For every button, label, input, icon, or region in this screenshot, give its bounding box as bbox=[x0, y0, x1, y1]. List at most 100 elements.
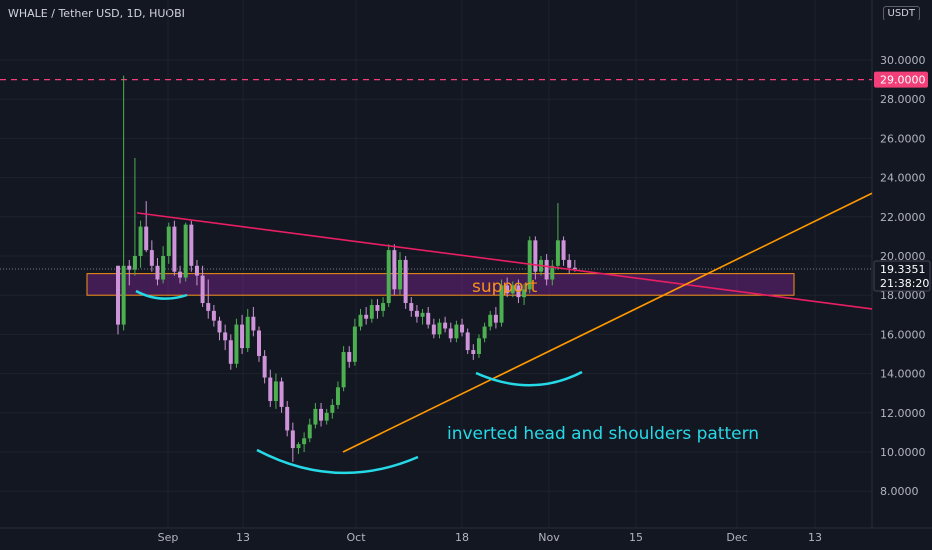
candle-body bbox=[364, 314, 369, 319]
candle-body bbox=[420, 312, 425, 317]
y-tick-label: 8.0000 bbox=[880, 485, 919, 498]
candle-body bbox=[482, 326, 487, 339]
candle-body bbox=[149, 250, 154, 266]
y-tick-label: 12.0000 bbox=[880, 407, 926, 420]
candle-body bbox=[567, 259, 572, 268]
candle-body bbox=[392, 250, 397, 290]
candle-body bbox=[505, 285, 510, 294]
y-tick-label: 24.0000 bbox=[880, 172, 926, 185]
candle-body bbox=[166, 226, 171, 256]
candle-body bbox=[223, 332, 228, 341]
y-tick-label: 10.0000 bbox=[880, 446, 926, 459]
candle-body bbox=[155, 265, 160, 280]
candle-body bbox=[358, 314, 363, 327]
candle-body bbox=[161, 256, 166, 280]
x-tick-label: 15 bbox=[629, 531, 643, 544]
candle-body bbox=[476, 338, 481, 354]
ascending-trendline bbox=[342, 192, 873, 453]
candle-body bbox=[324, 412, 329, 421]
y-tick-label: 26.0000 bbox=[880, 132, 926, 145]
candle-body bbox=[279, 381, 284, 407]
candle-body bbox=[296, 444, 301, 449]
y-tick-label: 20.0000 bbox=[880, 250, 926, 263]
candle-body bbox=[144, 226, 149, 251]
pattern-annotation: inverted head and shoulders pattern bbox=[447, 424, 759, 444]
candle-body bbox=[426, 312, 431, 325]
candle-body bbox=[121, 265, 126, 325]
candle-body bbox=[138, 226, 143, 256]
candle-body bbox=[302, 438, 307, 445]
y-tick-label: 30.0000 bbox=[880, 54, 926, 67]
candle-body bbox=[398, 259, 402, 290]
candle-body bbox=[561, 240, 566, 260]
y-tick-label: 18.0000 bbox=[880, 289, 926, 302]
candle-body bbox=[319, 408, 324, 421]
candle-body bbox=[206, 303, 211, 311]
candle-body bbox=[172, 226, 177, 272]
right-shoulder-arc bbox=[475, 370, 583, 387]
countdown-label: 21:38:20 bbox=[880, 277, 929, 290]
candle-body bbox=[533, 240, 538, 272]
candle-body bbox=[262, 355, 267, 378]
candle-body bbox=[178, 271, 183, 278]
candle-body bbox=[443, 322, 448, 329]
candle-body bbox=[555, 240, 560, 266]
current-price-label: 19.3351 bbox=[880, 263, 926, 276]
candle-body bbox=[454, 324, 459, 339]
current-price-tag bbox=[873, 260, 931, 292]
candle-body bbox=[341, 352, 346, 388]
candle-body bbox=[189, 224, 194, 266]
resistance-price-tag bbox=[874, 71, 928, 88]
y-tick-label: 14.0000 bbox=[880, 368, 926, 381]
candle-body bbox=[516, 285, 521, 298]
candle-body bbox=[403, 259, 408, 304]
candle-body bbox=[550, 265, 555, 280]
support-zone bbox=[86, 273, 795, 296]
descending-trendline bbox=[136, 212, 873, 310]
candle-body bbox=[335, 387, 340, 405]
candle-body bbox=[437, 322, 442, 335]
candle-body bbox=[465, 332, 470, 351]
left-shoulder-arc bbox=[135, 289, 188, 300]
candle-body bbox=[183, 224, 188, 278]
candle-body bbox=[251, 316, 256, 331]
candle-body bbox=[369, 305, 374, 319]
candle-body bbox=[414, 310, 419, 317]
x-tick-label: Sep bbox=[158, 531, 179, 544]
x-tick-label: Dec bbox=[726, 531, 747, 544]
y-tick-label: 16.0000 bbox=[880, 328, 926, 341]
candle-body bbox=[285, 406, 290, 431]
candle-body bbox=[273, 381, 278, 402]
x-tick-label: Nov bbox=[538, 531, 560, 544]
candle-body bbox=[493, 314, 498, 323]
candle-body bbox=[448, 328, 453, 339]
candle-body bbox=[471, 350, 476, 354]
candle-body bbox=[245, 316, 250, 349]
head-arc bbox=[256, 448, 419, 475]
symbol-header: WHALE / Tether USD, 1D, HUOBI bbox=[8, 7, 185, 20]
candle-body bbox=[386, 250, 391, 304]
candle-body bbox=[409, 303, 414, 311]
candle-body bbox=[544, 259, 549, 280]
y-axis-mask bbox=[874, 20, 932, 28]
candle-body bbox=[313, 408, 318, 425]
x-tick-label: Oct bbox=[346, 531, 366, 544]
candle-body bbox=[347, 352, 352, 362]
candle-body bbox=[217, 320, 222, 333]
y-tick-label: 22.0000 bbox=[880, 211, 926, 224]
candle-body bbox=[234, 324, 239, 364]
candle-body bbox=[132, 256, 137, 270]
candle-body bbox=[257, 330, 261, 356]
candle-body bbox=[228, 340, 233, 364]
candle-body bbox=[307, 424, 312, 439]
candle-body bbox=[116, 265, 120, 325]
candle-body bbox=[240, 324, 245, 349]
candle-body bbox=[499, 285, 504, 323]
candle-body bbox=[375, 305, 380, 311]
candle-body bbox=[352, 326, 357, 362]
candle-body bbox=[127, 265, 132, 270]
candle-body bbox=[268, 377, 273, 402]
candle-body bbox=[460, 324, 465, 333]
candle-body bbox=[510, 285, 515, 294]
